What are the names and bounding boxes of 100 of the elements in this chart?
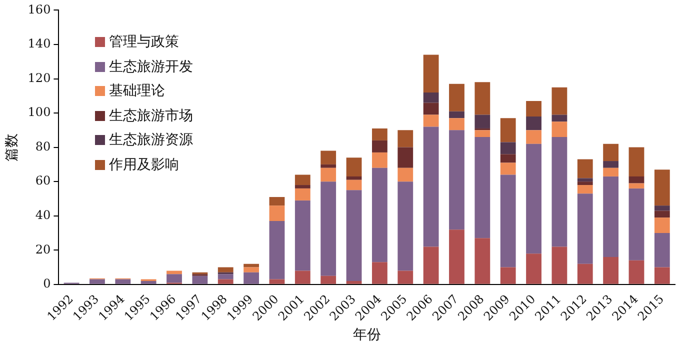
bar xyxy=(449,84,464,112)
y-tick-label: 60 xyxy=(35,174,51,188)
bar xyxy=(372,140,388,152)
bar xyxy=(269,279,285,284)
bar xyxy=(320,276,336,284)
y-tick-label: 0 xyxy=(43,276,51,291)
bar xyxy=(500,142,516,154)
bar xyxy=(628,260,644,284)
bar xyxy=(346,158,362,176)
bar xyxy=(294,185,310,188)
bar xyxy=(244,267,259,272)
bar xyxy=(320,164,336,168)
bar xyxy=(577,194,593,264)
bar xyxy=(398,168,414,182)
bar xyxy=(423,114,439,127)
y-tick-label: 160 xyxy=(28,2,51,16)
bar xyxy=(654,218,670,234)
bar xyxy=(269,206,285,222)
bar xyxy=(244,264,259,268)
bar xyxy=(320,150,336,164)
bar xyxy=(372,262,388,284)
bar xyxy=(140,280,156,284)
bar xyxy=(269,221,285,280)
y-tick-label: 80 xyxy=(35,139,51,154)
bar xyxy=(346,190,362,281)
bar xyxy=(372,168,388,262)
bar xyxy=(294,188,310,200)
bar xyxy=(115,279,131,284)
bar xyxy=(320,168,336,182)
bar xyxy=(603,176,619,257)
legend-label: 生态旅游开发 xyxy=(109,58,193,76)
bar xyxy=(603,161,619,168)
legend-label: 生态旅游市场 xyxy=(109,106,193,126)
bar xyxy=(500,267,516,284)
bar xyxy=(398,147,414,168)
legend-label: 作用及影响 xyxy=(109,156,179,174)
bar xyxy=(603,257,619,284)
y-tick-label: 40 xyxy=(35,208,51,222)
bar xyxy=(577,185,593,194)
bar xyxy=(372,152,388,168)
bar xyxy=(474,137,490,238)
bar xyxy=(346,280,362,284)
bar xyxy=(346,180,362,190)
bar xyxy=(552,246,568,284)
bar xyxy=(372,128,388,140)
bar xyxy=(500,118,516,142)
bar xyxy=(90,279,105,284)
bar xyxy=(474,130,490,138)
bar xyxy=(474,82,490,115)
bar xyxy=(398,182,414,271)
bar xyxy=(166,274,182,283)
bar xyxy=(449,118,464,130)
bar xyxy=(218,274,234,280)
bar xyxy=(526,116,542,130)
y-tick-label: 120 xyxy=(28,70,51,85)
y-tick-label: 140 xyxy=(28,36,51,51)
bar xyxy=(218,279,234,284)
bar xyxy=(628,147,644,176)
bar xyxy=(398,130,414,148)
bar xyxy=(423,126,439,247)
bar xyxy=(552,122,568,138)
y-tick-label: 100 xyxy=(28,105,51,120)
bar xyxy=(320,182,336,276)
bar xyxy=(654,233,670,268)
bar xyxy=(628,188,644,260)
bar xyxy=(552,87,568,115)
bar xyxy=(552,137,568,247)
bar xyxy=(654,210,670,218)
bar xyxy=(423,102,439,115)
bar xyxy=(500,162,516,175)
bar xyxy=(654,206,670,211)
bar xyxy=(603,168,619,176)
bar xyxy=(526,144,542,254)
bar xyxy=(192,276,208,284)
bar xyxy=(654,170,670,206)
bar xyxy=(449,130,464,230)
bar xyxy=(423,92,439,103)
bar xyxy=(577,182,593,186)
bar xyxy=(603,144,619,162)
bar xyxy=(449,230,464,284)
bar xyxy=(474,114,490,128)
bar xyxy=(218,267,234,272)
y-axis-title: 篇数 xyxy=(4,133,20,162)
bar xyxy=(654,267,670,284)
bar xyxy=(628,183,644,188)
x-axis-title: 年份 xyxy=(352,327,381,344)
bar xyxy=(294,270,310,284)
bar xyxy=(166,270,182,274)
legend-label: 生态旅游资源 xyxy=(109,131,193,150)
bar xyxy=(628,176,644,184)
bar xyxy=(577,178,593,182)
bar xyxy=(244,272,259,284)
bar xyxy=(294,200,310,271)
bar xyxy=(346,176,362,180)
bar xyxy=(577,159,593,178)
bar xyxy=(526,101,542,116)
bar xyxy=(474,238,490,284)
bar xyxy=(423,54,439,92)
bar xyxy=(526,130,542,144)
bar xyxy=(577,264,593,284)
